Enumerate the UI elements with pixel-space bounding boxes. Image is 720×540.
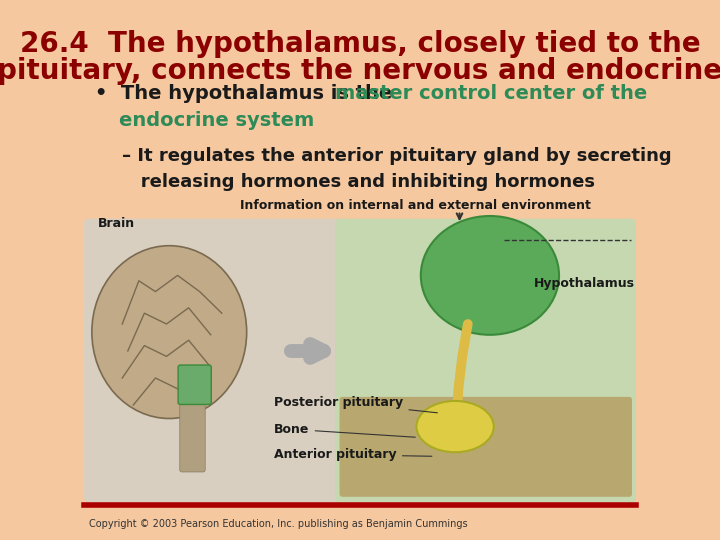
Text: Posterior pituitary: Posterior pituitary [274,396,438,413]
Ellipse shape [416,401,494,453]
Text: – It regulates the anterior pituitary gland by secreting: – It regulates the anterior pituitary gl… [122,147,672,165]
Text: Hypothalamus: Hypothalamus [534,277,635,290]
FancyBboxPatch shape [178,365,211,404]
Text: Brain: Brain [97,217,135,230]
FancyBboxPatch shape [84,219,346,502]
Text: releasing hormones and inhibiting hormones: releasing hormones and inhibiting hormon… [122,173,595,191]
FancyBboxPatch shape [340,397,632,497]
Text: master control center of the: master control center of the [335,84,647,103]
Text: •  The hypothalamus is the: • The hypothalamus is the [94,84,399,103]
FancyBboxPatch shape [180,397,205,472]
Text: 26.4  The hypothalamus, closely tied to the: 26.4 The hypothalamus, closely tied to t… [19,30,701,58]
Text: Bone: Bone [274,423,415,437]
Text: endocrine system: endocrine system [120,111,315,130]
Text: Copyright © 2003 Pearson Education, Inc. publishing as Benjamin Cummings: Copyright © 2003 Pearson Education, Inc.… [89,519,468,530]
FancyBboxPatch shape [335,219,636,502]
Text: pituitary, connects the nervous and endocrine: pituitary, connects the nervous and endo… [0,57,720,85]
Ellipse shape [92,246,247,418]
Ellipse shape [420,216,559,335]
Text: Anterior pituitary: Anterior pituitary [274,448,432,461]
Text: Information on internal and external environment: Information on internal and external env… [240,199,590,212]
